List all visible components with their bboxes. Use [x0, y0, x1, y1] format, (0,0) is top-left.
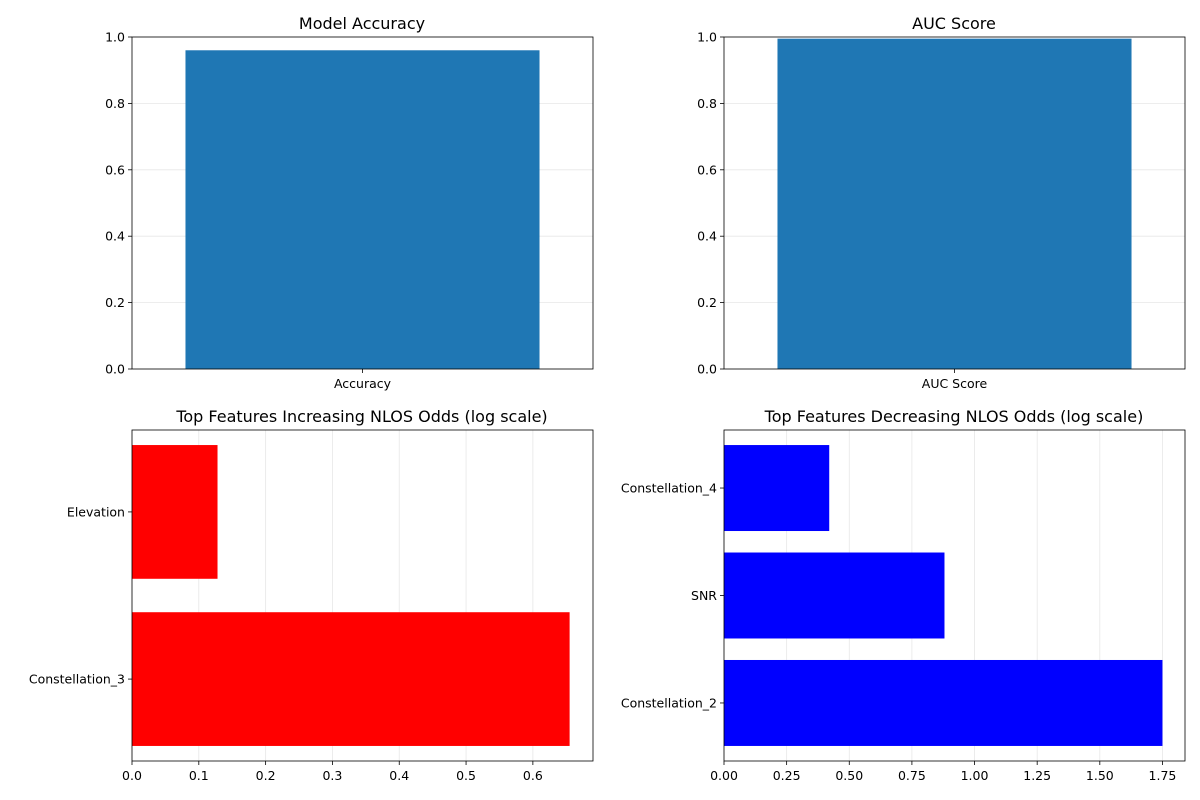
- y-tick-label: Elevation: [67, 504, 125, 519]
- bars: [132, 445, 570, 746]
- x-tick-label: 0.00: [710, 768, 738, 783]
- y-tick-label: 0.2: [105, 295, 125, 310]
- x-tick-label: AUC Score: [922, 376, 988, 391]
- axes-frame: [723, 36, 1186, 370]
- x-tick-label: 0.25: [773, 768, 801, 783]
- y-tick-label: 0.8: [105, 96, 125, 111]
- y-tick-label: 0.0: [697, 362, 717, 377]
- y-tick-label: 0.4: [105, 229, 125, 244]
- x-tick-label: 0.0: [122, 768, 142, 783]
- bars: [724, 445, 1163, 746]
- x-tick-label: 1.50: [1086, 768, 1114, 783]
- chart-features-decreasing: Top Features Decreasing NLOS Odds (log s…: [621, 407, 1186, 783]
- bar-constellation-4: [724, 445, 830, 532]
- x-tick-label: 0.3: [322, 768, 342, 783]
- chart-title: AUC Score: [912, 14, 996, 33]
- y-tick-label: 1.0: [697, 30, 717, 45]
- axes: 0.0 0.2 0.4 0.6 0.8 1.0 Accuracy: [105, 30, 594, 391]
- chart-title: Top Features Decreasing NLOS Odds (log s…: [764, 407, 1144, 426]
- y-tick-label: SNR: [691, 588, 717, 603]
- chart-auc-score: AUC Score 0.0 0.2 0.4 0.6 0.8 1.0 AUC Score: [697, 14, 1186, 391]
- y-tick-label: 0.4: [697, 229, 717, 244]
- bar-accuracy: [185, 50, 540, 369]
- y-tick-label: Constellation_2: [621, 695, 717, 710]
- y-tick-label: 1.0: [105, 30, 125, 45]
- x-tick-label: 0.2: [256, 768, 276, 783]
- chart-features-increasing: Top Features Increasing NLOS Odds (log s…: [29, 407, 594, 783]
- bar-constellation-2: [724, 659, 1163, 746]
- y-tick-label: Constellation_3: [29, 672, 125, 687]
- x-tick-label: 0.75: [898, 768, 926, 783]
- x-tick-label: 0.5: [456, 768, 476, 783]
- y-tick-label: 0.0: [105, 362, 125, 377]
- bar-elevation: [132, 445, 218, 579]
- chart-title: Model Accuracy: [299, 14, 425, 33]
- bar-constellation-3: [132, 612, 570, 746]
- x-tick-label: 0.1: [189, 768, 209, 783]
- x-tick-label: 1.75: [1149, 768, 1177, 783]
- x-tick-label: 0.4: [389, 768, 409, 783]
- axes-frame: [131, 36, 594, 370]
- x-tick-label: 0.50: [835, 768, 863, 783]
- bars: [777, 38, 1132, 369]
- chart-model-accuracy: Model Accuracy 0.0 0.2 0.4 0.6 0.8 1.0 Accurac…: [105, 14, 594, 391]
- chart-title: Top Features Increasing NLOS Odds (log s…: [175, 407, 547, 426]
- axes: 0.0 0.1 0.2 0.3 0.4 0.5 0.6 Constellation_3 Elev…: [29, 429, 594, 783]
- y-tick-label: 0.2: [697, 295, 717, 310]
- x-tick-label: Accuracy: [334, 376, 392, 391]
- axes-frame: [131, 429, 594, 762]
- y-tick-label: 0.6: [697, 162, 717, 177]
- y-tick-label: 0.6: [105, 162, 125, 177]
- x-tick-label: 0.6: [523, 768, 543, 783]
- x-tick-label: 1.00: [961, 768, 989, 783]
- axes-frame: [723, 429, 1186, 762]
- bar-auc-score: [777, 38, 1132, 369]
- y-tick-label: Constellation_4: [621, 481, 717, 496]
- axes: 0.0 0.2 0.4 0.6 0.8 1.0 AUC Score: [697, 30, 1186, 391]
- bar-snr: [724, 552, 945, 639]
- x-tick-label: 1.25: [1023, 768, 1051, 783]
- axes: 0.00 0.25 0.50 0.75 1.00 1.25 1.50 1.75 Constell…: [621, 429, 1186, 783]
- y-tick-label: 0.8: [697, 96, 717, 111]
- bars: [185, 50, 540, 369]
